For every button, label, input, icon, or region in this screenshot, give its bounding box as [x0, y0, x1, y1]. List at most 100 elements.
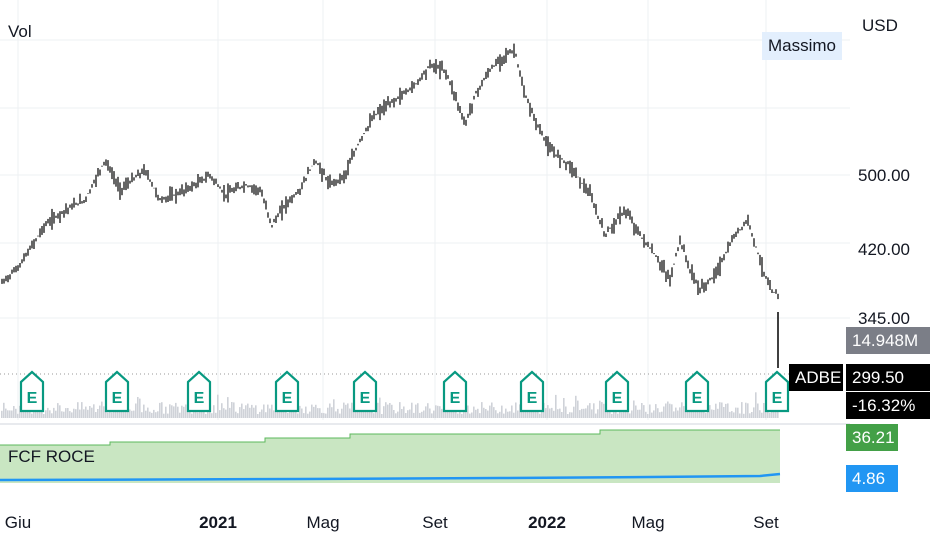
volume-bar [109, 407, 111, 418]
volume-bar [709, 405, 711, 418]
volume-bar [253, 407, 255, 418]
volume-bar [765, 407, 767, 418]
volume-bar [175, 402, 177, 418]
volume-bar [341, 408, 343, 418]
volume-bar [623, 406, 625, 418]
volume-bar [195, 411, 197, 418]
volume-bar [137, 397, 139, 418]
volume-bar [351, 402, 353, 418]
volume-bar [135, 403, 137, 418]
volume-bar [647, 414, 649, 418]
volume-bar [571, 412, 573, 418]
volume-bar [525, 406, 527, 418]
volume-bar [59, 405, 61, 418]
volume-bar [131, 410, 133, 418]
earnings-marker-label: E [612, 390, 623, 407]
fcf-line [0, 429, 780, 446]
volume-bar [15, 408, 17, 418]
volume-bar [399, 402, 401, 418]
volume-bar [19, 405, 21, 418]
volume-bar [3, 402, 5, 418]
earnings-marker[interactable]: E [764, 370, 790, 413]
volume-bar [193, 407, 195, 418]
time-tick-label: Mag [631, 513, 664, 532]
volume-bar [477, 408, 479, 418]
volume-bar [313, 406, 315, 418]
volume-bar [113, 410, 115, 418]
volume-bar [79, 409, 81, 418]
volume-bar [415, 404, 417, 418]
volume-bar [401, 409, 403, 418]
earnings-marker[interactable]: E [274, 370, 300, 413]
volume-bar [293, 406, 295, 418]
volume-bar [287, 413, 289, 418]
volume-bar [259, 411, 261, 418]
volume-bar [545, 408, 547, 418]
earnings-marker[interactable]: E [684, 370, 710, 413]
earnings-marker[interactable]: E [19, 370, 45, 413]
volume-bar [637, 409, 639, 418]
volume-bar [237, 413, 239, 418]
volume-bar [453, 408, 455, 418]
earnings-marker[interactable]: E [186, 370, 212, 413]
volume-bar [409, 409, 411, 418]
volume-bar [751, 412, 753, 418]
time-tick-label: 2021 [199, 513, 237, 532]
volume-bar [497, 413, 499, 418]
volume-bar [429, 408, 431, 418]
volume-bar [489, 405, 491, 418]
earnings-marker[interactable]: E [604, 370, 630, 413]
volume-bar [689, 411, 691, 418]
volume-bar [295, 407, 297, 418]
volume-bar [503, 413, 505, 418]
volume-bar [419, 412, 421, 418]
price-tick-label: 500.00 [858, 166, 910, 185]
volume-bar [355, 410, 357, 418]
volume-bar [87, 409, 89, 418]
volume-bar [551, 407, 553, 418]
earnings-marker-label: E [27, 390, 38, 407]
volume-bar [257, 414, 259, 418]
price-tick-label: 345.00 [858, 309, 910, 328]
volume-bar [277, 409, 279, 418]
volume-bar [333, 399, 335, 418]
earnings-marker[interactable]: E [352, 370, 378, 413]
volume-bar [541, 407, 543, 418]
volume-bar [319, 408, 321, 418]
volume-bar [305, 406, 307, 418]
price-series [1, 43, 779, 368]
volume-bar [583, 408, 585, 418]
volume-bar [201, 408, 203, 418]
indicator-label[interactable]: FCF ROCE [8, 447, 95, 466]
volume-bar [735, 407, 737, 418]
volume-bar [235, 411, 237, 418]
earnings-marker[interactable]: E [519, 370, 545, 413]
volume-bar [435, 405, 437, 418]
volume-bar [385, 402, 387, 418]
volume-bar [245, 405, 247, 418]
earnings-marker[interactable]: E [104, 370, 130, 413]
volume-bar [719, 402, 721, 418]
volume-bar [407, 410, 409, 418]
volume-bar [49, 410, 51, 418]
fcf-roce-pane [0, 429, 781, 483]
volume-bar [243, 409, 245, 418]
volume-bar [725, 403, 727, 418]
volume-bar [143, 404, 145, 418]
volume-bar [479, 413, 481, 418]
volume-bar [17, 413, 19, 418]
volume-bar [13, 406, 15, 418]
volume-bar [369, 409, 371, 418]
volume-bar [157, 411, 159, 418]
earnings-marker[interactable]: E [442, 370, 468, 413]
volume-bar [163, 413, 165, 418]
volume-bar [521, 407, 523, 418]
volume-bar [91, 407, 93, 418]
currency-label[interactable]: USD [862, 16, 898, 35]
volume-bar [667, 401, 669, 418]
volume-bar [197, 412, 199, 418]
volume-bar [651, 412, 653, 418]
volume-bar [81, 402, 83, 418]
